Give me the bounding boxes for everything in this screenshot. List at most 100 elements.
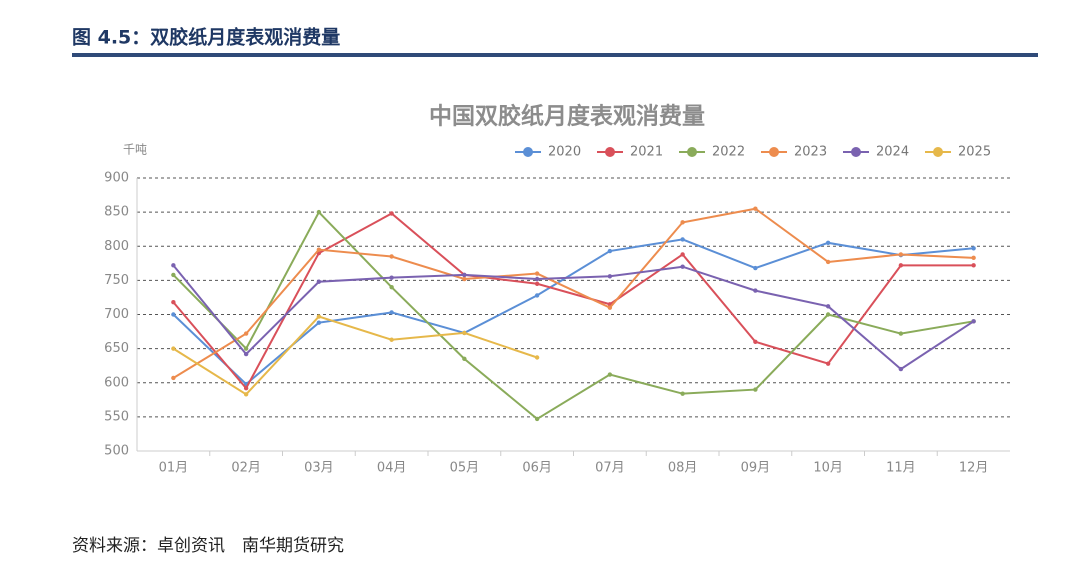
data-point — [680, 252, 685, 257]
data-point — [389, 254, 394, 259]
legend-marker — [687, 147, 697, 157]
legend-label: 2021 — [630, 145, 663, 160]
data-point — [462, 272, 467, 278]
data-point — [753, 265, 758, 271]
x-tick-label: 09月 — [741, 461, 771, 476]
chart-title: 中国双胶纸月度表观消费量 — [429, 103, 705, 130]
legend-marker — [769, 147, 779, 157]
x-tick-label: 05月 — [450, 461, 480, 476]
y-axis-label: 千吨 — [123, 143, 147, 157]
data-point — [825, 312, 831, 317]
data-point — [680, 237, 685, 242]
data-point — [753, 288, 758, 293]
data-point — [825, 259, 831, 265]
x-tick-label: 02月 — [231, 461, 261, 476]
data-point — [534, 416, 540, 422]
series-line — [172, 207, 974, 379]
data-point — [680, 391, 685, 396]
data-point — [607, 372, 613, 377]
data-point — [389, 211, 394, 216]
data-point — [825, 240, 831, 246]
data-point — [171, 300, 176, 305]
header-title: 图 4.5：双胶纸月度表观消费量 — [72, 26, 340, 49]
data-point — [389, 275, 394, 280]
data-point — [971, 319, 976, 324]
legend-marker — [851, 147, 861, 157]
data-point — [316, 314, 322, 319]
x-tick-label: 11月 — [886, 461, 916, 476]
data-point — [171, 272, 176, 278]
x-tick-label: 08月 — [668, 461, 698, 476]
data-point — [316, 209, 322, 215]
y-tick-label: 750 — [104, 273, 129, 288]
data-point — [825, 304, 831, 309]
data-point — [971, 246, 976, 251]
legend-label: 2024 — [876, 145, 909, 160]
data-point — [825, 361, 831, 366]
data-point — [462, 276, 467, 282]
x-tick-label: 03月 — [304, 461, 334, 476]
x-tick-label: 10月 — [813, 461, 843, 476]
y-tick-label: 700 — [104, 307, 129, 322]
data-point — [534, 355, 540, 360]
series-line — [172, 264, 975, 371]
data-point — [971, 255, 976, 261]
data-point — [753, 339, 758, 344]
data-point — [607, 248, 613, 254]
y-tick-label: 900 — [104, 171, 129, 186]
x-tick-label: 06月 — [522, 461, 552, 476]
legend-label: 2023 — [794, 145, 827, 160]
data-point — [534, 271, 540, 276]
legend-label: 2022 — [712, 145, 745, 160]
header-rule — [72, 53, 1038, 57]
data-point — [316, 320, 322, 325]
legend-marker — [605, 147, 615, 157]
data-point — [534, 293, 540, 298]
x-tick-label: 01月 — [159, 461, 189, 476]
data-point — [243, 331, 249, 336]
data-point — [898, 331, 904, 336]
data-point — [243, 346, 249, 351]
data-point — [607, 305, 613, 310]
data-point — [243, 392, 249, 397]
data-point — [316, 279, 322, 284]
data-point — [607, 274, 613, 279]
legend-label: 2020 — [548, 145, 581, 160]
y-tick-label: 850 — [104, 205, 129, 220]
data-point — [534, 276, 540, 282]
data-point — [243, 386, 249, 391]
y-tick-label: 600 — [104, 375, 129, 390]
x-tick-label: 12月 — [959, 461, 989, 476]
y-tick-label: 800 — [104, 239, 129, 254]
data-point — [171, 312, 176, 317]
data-point — [171, 346, 176, 351]
legend-label: 2025 — [958, 145, 991, 160]
data-point — [243, 351, 249, 357]
data-point — [898, 252, 904, 257]
data-point — [171, 263, 176, 268]
x-tick-label: 07月 — [595, 461, 625, 476]
data-point — [680, 220, 685, 225]
data-point — [389, 337, 394, 342]
legend-marker — [523, 147, 533, 157]
data-point — [171, 375, 176, 381]
series-line — [172, 212, 974, 390]
y-tick-label: 550 — [104, 409, 129, 424]
data-point — [971, 263, 976, 268]
data-point — [389, 285, 394, 290]
data-point — [534, 281, 540, 286]
y-tick-label: 650 — [104, 341, 129, 356]
data-point — [898, 366, 904, 372]
data-point — [462, 330, 467, 336]
series-line — [172, 238, 974, 386]
data-point — [462, 356, 467, 362]
data-point — [753, 387, 758, 392]
source: 资料来源：卓创资讯 南华期货研究 — [72, 536, 344, 556]
legend-marker — [933, 147, 943, 157]
data-point — [680, 264, 685, 269]
x-tick-label: 04月 — [377, 461, 407, 476]
series-line — [172, 210, 974, 421]
data-point — [316, 247, 322, 252]
y-tick-label: 500 — [104, 444, 129, 459]
